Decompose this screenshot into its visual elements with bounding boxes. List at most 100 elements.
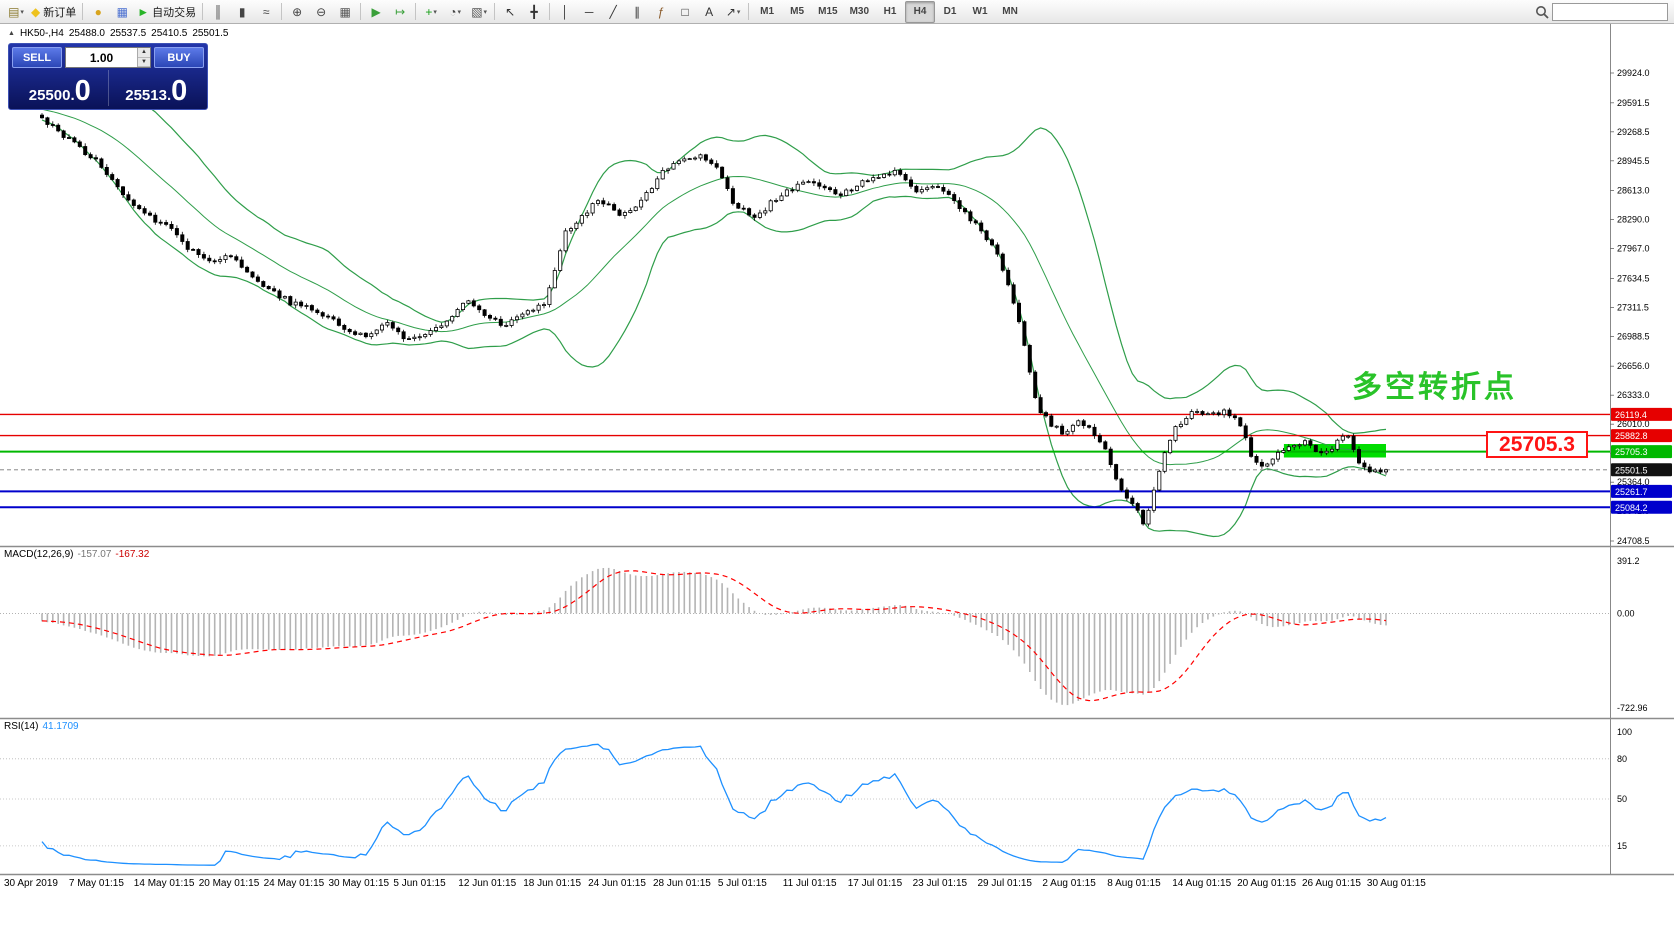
time-label: 2 Aug 01:15 [1042,878,1096,889]
macd-signal-value: -167.32 [115,549,150,560]
line-chart-button[interactable]: ≈ [254,1,278,23]
autotrading-icon: ► [137,4,150,19]
timeframe-m15-button[interactable]: M15 [818,6,838,17]
periods-button[interactable]: ◔ ▾ [443,1,467,23]
time-label: 24 May 01:15 [264,878,325,889]
autotrading-button[interactable]: ► 自动交易 [134,1,199,23]
panel-separators[interactable] [0,545,1674,876]
candlestick-series [40,113,1389,527]
price-tick-label: 27967.0 [1617,244,1650,254]
cursor-button[interactable]: ↖ [498,1,522,23]
sell-price-big: 0 [74,75,91,107]
text-label-icon: A [705,4,714,19]
chart-shift-icon: ↦ [395,4,406,19]
price-tick-label: 28290.0 [1617,215,1650,225]
price-tick-label: 27311.5 [1617,302,1649,312]
auto-scroll-button[interactable]: ▶ [364,1,388,23]
macd-axis-max: 391.2 [1617,556,1640,566]
time-label: 26 Aug 01:15 [1302,878,1361,889]
ohlc-bars-icon: ║ [213,4,223,19]
timeframe-w1-button[interactable]: W1 [972,6,988,17]
equidistant-channel-button[interactable]: ∥ [625,1,649,23]
time-label: 8 Aug 01:15 [1107,878,1161,889]
volume-down-button[interactable]: ▼ [138,57,150,67]
indicators-button-caret-icon: ▾ [433,8,437,16]
price-tick-label: 26988.5 [1617,331,1650,341]
periods-icon: ◔ [449,4,457,19]
time-label: 14 Aug 01:15 [1172,878,1231,889]
time-label: 5 Jun 01:15 [393,878,446,889]
symbol-search-input[interactable] [1552,2,1668,21]
fibonacci-button[interactable]: ƒ [649,1,673,23]
trendline-icon: ╱ [609,4,617,19]
horizontal-line-icon: ─ [584,4,594,19]
sell-price[interactable]: 25500. 0 [12,70,108,106]
buy-button[interactable]: BUY [154,47,204,68]
zoom-in-icon: ⊕ [292,4,303,19]
one-click-trading-panel: SELL ▲ ▼ BUY 25500. 0 25513. 0 [8,43,208,110]
time-label: 30 Apr 2019 [4,878,58,889]
price-tick-label: 27634.5 [1617,273,1650,283]
volume-input[interactable] [66,48,137,67]
new-order-button[interactable]: ◆ 新订单 [28,1,79,23]
equidistant-channel-icon: ∥ [634,4,641,19]
text-label-button[interactable]: A [697,1,721,23]
line-chart-icon: ≈ [262,4,270,19]
shapes-button[interactable]: □ [673,1,697,23]
trendline-button[interactable]: ╱ [601,1,625,23]
new-chart-button-caret-icon: ▾ [20,8,24,16]
toolbar-separator [415,3,417,20]
macd-signal-line [41,570,1387,702]
quote-close: 25501.5 [192,28,229,39]
templates-button[interactable]: ▧ ▾ [467,1,491,23]
volume-up-button[interactable]: ▲ [138,48,150,58]
horizontal-line-button[interactable]: ─ [577,1,601,23]
new-chart-icon: ▤ [8,4,20,19]
timeframe-h4-button[interactable]: H4 [905,0,936,23]
tile-windows-button[interactable]: ▦ [333,1,357,23]
symbol-marker-icon: ▲ [8,30,15,37]
toolbar-items: ▤ ▾ ◆ 新订单 ● ▦ ► 自动交易 ║ ▮ ≈ ⊕ ⊖ ▦ ▶ ↦ + ▾ ◔ ▾ ▧ ▾ ↖ ╋ │ ─ ╱ ∥ ƒ □ A ↗ ▾ M1… [4,0,1025,23]
timeframe-m30-button[interactable]: M30 [849,6,870,17]
price-level-badge: 25261.7 [1615,487,1648,497]
buy-price[interactable]: 25513. 0 [109,70,205,106]
crosshair-button[interactable]: ╋ [522,1,546,23]
volume-stepper: ▲ ▼ [65,47,151,68]
time-label: 24 Jun 01:15 [588,878,646,889]
price-tick-label: 28613.0 [1617,186,1650,196]
time-label: 12 Jun 01:15 [458,878,516,889]
templates-icon: ▧ [471,4,483,19]
zoom-in-button[interactable]: ⊕ [285,1,309,23]
new-chart-button[interactable]: ▤ ▾ [4,1,28,23]
zoom-out-button[interactable]: ⊖ [309,1,333,23]
toolbar-search [1535,2,1668,21]
auto-scroll-icon: ▶ [371,4,381,19]
timeframe-h1-button[interactable]: H1 [883,6,897,17]
timeframe-mn-button[interactable]: MN [1002,6,1018,17]
candlestick-chart-button[interactable]: ▮ [230,1,254,23]
sell-button[interactable]: SELL [12,47,62,68]
macd-axis-zero: 0.00 [1617,608,1635,618]
vertical-line-icon: │ [561,4,569,19]
quote-open: 25488.0 [68,28,105,39]
price-tick-label: 26333.0 [1617,390,1650,400]
data-window-button[interactable]: ▦ [110,1,134,23]
arrows-button[interactable]: ↗ ▾ [721,1,745,23]
ohlc-bars-button[interactable]: ║ [206,1,230,23]
price-axis[interactable]: 29924.0 29591.5 29268.5 28945.5 28613.0 28290… [1610,24,1672,874]
data-window-icon: ▦ [116,4,128,19]
vertical-line-button[interactable]: │ [553,1,577,23]
timeframe-m5-button[interactable]: M5 [790,6,805,17]
periods-button-caret-icon: ▾ [457,8,461,16]
timeframe-m1-button[interactable]: M1 [760,6,775,17]
quote-low: 25410.5 [151,28,188,39]
timeframe-d1-button[interactable]: D1 [943,6,957,17]
time-axis[interactable]: 30 Apr 2019 7 May 01:15 14 May 01:15 20 May… [4,878,1426,889]
market-watch-button[interactable]: ● [86,1,110,23]
toolbar-separator [360,3,362,20]
indicators-button[interactable]: + ▾ [419,1,443,23]
chart-shift-button[interactable]: ↦ [388,1,412,23]
indicators-icon: + [425,4,433,19]
time-label: 17 Jul 01:15 [848,878,903,889]
